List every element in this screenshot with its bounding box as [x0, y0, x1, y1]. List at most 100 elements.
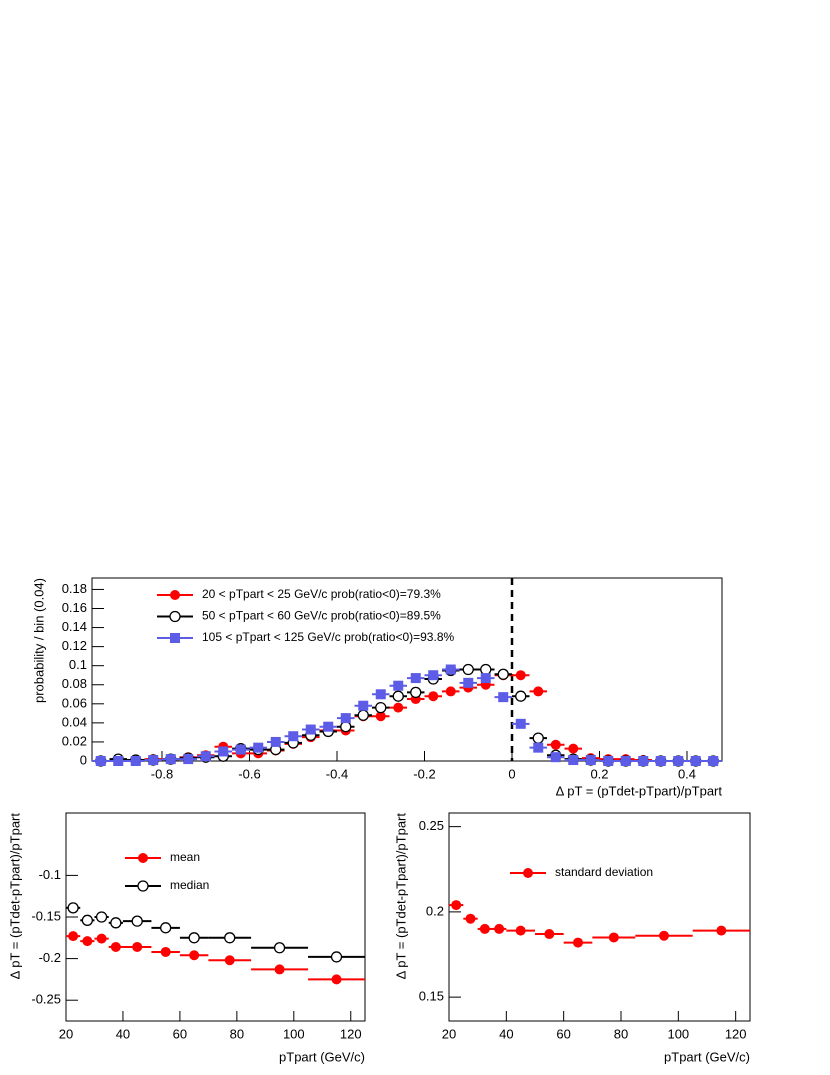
x-tick-label: 40: [116, 1026, 130, 1041]
y-tick-label: 0.12: [62, 638, 87, 653]
x-tick-label: 120: [340, 1026, 362, 1041]
marker: [253, 742, 264, 753]
legend-marker: [138, 853, 148, 863]
marker: [550, 752, 561, 763]
marker: [494, 923, 505, 934]
marker: [375, 711, 386, 722]
marker: [132, 941, 143, 952]
x-tick-label: -0.6: [238, 766, 260, 781]
marker: [160, 922, 172, 934]
marker: [235, 744, 246, 755]
marker: [515, 670, 526, 681]
marker: [620, 756, 631, 766]
marker: [410, 686, 422, 699]
marker: [68, 931, 79, 942]
legend-label: 20 < pTpart < 25 GeV/c prob(ratio<0)=79.…: [202, 587, 441, 601]
marker: [550, 739, 561, 750]
y-tick-label: 0.25: [419, 818, 444, 833]
x-tick-label: 100: [283, 1026, 305, 1041]
marker: [113, 756, 124, 766]
marker: [305, 724, 316, 735]
marker: [183, 754, 194, 765]
marker: [515, 718, 526, 729]
marker: [189, 950, 200, 961]
marker: [498, 692, 509, 703]
marker: [673, 756, 684, 766]
plot-frame: [91, 577, 723, 762]
y-tick-label: 0.04: [62, 714, 87, 729]
marker: [497, 668, 509, 680]
x-tick-label: 120: [725, 1026, 747, 1041]
marker: [608, 932, 619, 943]
x-tick-label: 0.4: [678, 766, 696, 781]
marker: [445, 664, 456, 675]
marker: [130, 756, 141, 766]
y-tick-label: -0.25: [31, 992, 61, 1007]
marker: [288, 731, 299, 742]
marker: [95, 756, 106, 766]
legend-label: 50 < pTpart < 60 GeV/c prob(ratio<0)=89.…: [202, 609, 441, 623]
marker: [330, 951, 343, 963]
marker: [573, 937, 583, 948]
y-tick-label: -0.2: [39, 950, 61, 965]
marker: [603, 756, 614, 766]
y-tick-label: 0.2: [426, 903, 444, 918]
marker: [110, 941, 121, 952]
x-tick-label: 0: [508, 766, 515, 781]
legend-marker: [170, 590, 180, 600]
y-tick-label: 0.14: [62, 619, 87, 634]
x-tick-label: -0.4: [326, 766, 348, 781]
y-tick-label: 0.15: [419, 989, 444, 1004]
marker: [533, 686, 544, 697]
marker: [533, 742, 544, 753]
marker: [393, 702, 404, 713]
marker: [81, 914, 94, 926]
x-tick-label: -0.8: [151, 766, 173, 781]
x-tick-label: 40: [499, 1026, 513, 1041]
x-tick-label: 100: [667, 1026, 689, 1041]
marker: [515, 925, 526, 936]
marker: [358, 700, 369, 711]
y-tick-label: 0.06: [62, 695, 87, 710]
x-tick-label: 80: [614, 1026, 628, 1041]
marker: [95, 911, 108, 923]
marker: [659, 930, 669, 941]
plot-frame: [65, 812, 366, 1022]
x-tick-label: 0.2: [590, 766, 608, 781]
marker: [515, 690, 527, 702]
x-tick-label: -0.2: [413, 766, 435, 781]
marker: [218, 746, 229, 757]
marker: [331, 974, 342, 985]
marker: [110, 917, 122, 929]
y-tick-label: 0.08: [62, 676, 87, 691]
marker: [323, 721, 334, 732]
marker: [165, 754, 176, 765]
marker: [375, 701, 387, 714]
marker: [445, 686, 456, 697]
legend-label: standard deviation: [555, 865, 653, 879]
marker: [463, 677, 474, 688]
legend-marker: [137, 880, 149, 892]
marker: [148, 755, 159, 766]
marker: [82, 936, 93, 947]
marker: [568, 743, 579, 754]
marker: [200, 751, 211, 762]
marker: [160, 946, 171, 957]
x-tick-label: 60: [173, 1026, 187, 1041]
x-tick-label: 20: [59, 1026, 73, 1041]
legend-label: 105 < pTpart < 125 GeV/c prob(ratio<0)=9…: [202, 630, 454, 644]
marker: [357, 709, 369, 721]
marker: [188, 932, 200, 944]
marker: [131, 915, 143, 927]
marker: [340, 721, 352, 733]
marker: [568, 755, 579, 766]
marker: [428, 670, 439, 681]
marker: [544, 929, 555, 940]
marker: [451, 900, 462, 911]
x-tick-label: 60: [556, 1026, 570, 1041]
marker: [480, 663, 492, 676]
marker: [479, 923, 490, 934]
x-tick-label: 80: [230, 1026, 244, 1041]
